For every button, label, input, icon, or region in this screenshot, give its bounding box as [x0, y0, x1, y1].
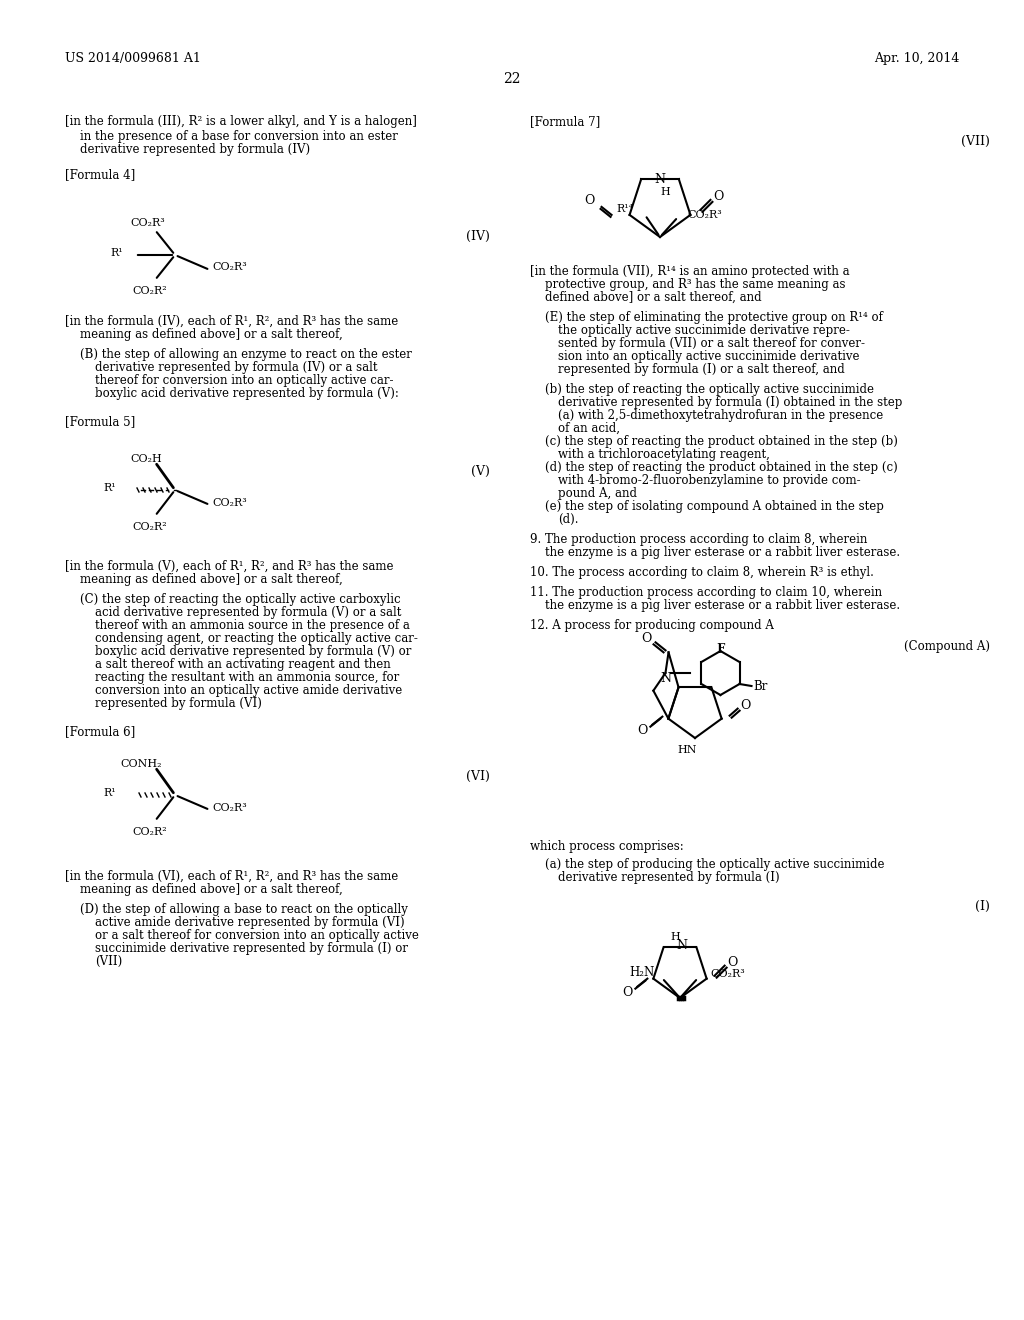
Text: (a) with 2,5-dimethoxytetrahydrofuran in the presence: (a) with 2,5-dimethoxytetrahydrofuran in…: [558, 409, 884, 422]
Text: derivative represented by formula (IV) or a salt: derivative represented by formula (IV) o…: [95, 360, 378, 374]
Text: Br: Br: [754, 680, 768, 693]
Text: O: O: [714, 190, 724, 203]
Text: 12. A process for producing compound A: 12. A process for producing compound A: [530, 619, 774, 632]
Text: Apr. 10, 2014: Apr. 10, 2014: [873, 51, 959, 65]
Text: protective group, and R³ has the same meaning as: protective group, and R³ has the same me…: [545, 279, 846, 290]
Text: (V): (V): [471, 465, 490, 478]
Text: O: O: [641, 632, 651, 645]
Text: N: N: [677, 939, 687, 952]
Text: H: H: [660, 187, 670, 197]
Text: reacting the resultant with an ammonia source, for: reacting the resultant with an ammonia s…: [95, 671, 399, 684]
Text: (VI): (VI): [466, 770, 490, 783]
Text: 22: 22: [503, 73, 521, 86]
Text: 10. The process according to claim 8, wherein R³ is ethyl.: 10. The process according to claim 8, wh…: [530, 566, 873, 579]
Text: (a) the step of producing the optically active succinimide: (a) the step of producing the optically …: [545, 858, 885, 871]
Text: 11. The production process according to claim 10, wherein: 11. The production process according to …: [530, 586, 882, 599]
Text: (d) the step of reacting the product obtained in the step (c): (d) the step of reacting the product obt…: [545, 461, 898, 474]
Text: derivative represented by formula (I) obtained in the step: derivative represented by formula (I) ob…: [558, 396, 902, 409]
Text: [Formula 6]: [Formula 6]: [65, 725, 135, 738]
Text: [in the formula (IV), each of R¹, R², and R³ has the same: [in the formula (IV), each of R¹, R², an…: [65, 315, 398, 327]
Text: CO₂R²: CO₂R²: [132, 521, 167, 532]
Text: the enzyme is a pig liver esterase or a rabbit liver esterase.: the enzyme is a pig liver esterase or a …: [545, 599, 900, 612]
Text: H₂N: H₂N: [630, 965, 654, 978]
Text: meaning as defined above] or a salt thereof,: meaning as defined above] or a salt ther…: [80, 573, 343, 586]
Text: (E) the step of eliminating the protective group on R¹⁴ of: (E) the step of eliminating the protecti…: [545, 312, 883, 323]
Text: HN: HN: [677, 744, 696, 755]
Text: (B) the step of allowing an enzyme to react on the ester: (B) the step of allowing an enzyme to re…: [80, 348, 412, 360]
Text: R¹⁴: R¹⁴: [616, 205, 634, 214]
Text: CO₂R³: CO₂R³: [212, 261, 247, 272]
Text: meaning as defined above] or a salt thereof,: meaning as defined above] or a salt ther…: [80, 883, 343, 896]
Text: (d).: (d).: [558, 513, 579, 525]
Text: (VII): (VII): [962, 135, 990, 148]
Text: thereof with an ammonia source in the presence of a: thereof with an ammonia source in the pr…: [95, 619, 410, 632]
Text: H: H: [670, 932, 680, 942]
Text: CO₂R³: CO₂R³: [130, 218, 165, 228]
Text: sion into an optically active succinimide derivative: sion into an optically active succinimid…: [558, 350, 859, 363]
Text: with a trichloroacetylating reagent,: with a trichloroacetylating reagent,: [558, 447, 770, 461]
Text: N: N: [654, 173, 666, 186]
Text: CO₂R²: CO₂R²: [132, 286, 167, 296]
Text: defined above] or a salt thereof, and: defined above] or a salt thereof, and: [545, 290, 762, 304]
Text: CO₂R³: CO₂R³: [212, 498, 247, 508]
Text: CO₂R³: CO₂R³: [711, 969, 745, 979]
Text: of an acid,: of an acid,: [558, 422, 620, 436]
Text: (D) the step of allowing a base to react on the optically: (D) the step of allowing a base to react…: [80, 903, 408, 916]
Text: 9. The production process according to claim 8, wherein: 9. The production process according to c…: [530, 533, 867, 546]
Text: CO₂R³: CO₂R³: [212, 803, 247, 813]
Text: [in the formula (V), each of R¹, R², and R³ has the same: [in the formula (V), each of R¹, R², and…: [65, 560, 393, 573]
Text: the optically active succinimide derivative repre-: the optically active succinimide derivat…: [558, 323, 850, 337]
Text: [in the formula (III), R² is a lower alkyl, and Y is a halogen]: [in the formula (III), R² is a lower alk…: [65, 115, 417, 128]
Text: O: O: [623, 986, 633, 999]
Text: [in the formula (VII), R¹⁴ is an amino protected with a: [in the formula (VII), R¹⁴ is an amino p…: [530, 265, 850, 279]
Text: CO₂R²: CO₂R²: [132, 828, 167, 837]
Text: [Formula 5]: [Formula 5]: [65, 414, 135, 428]
Text: the enzyme is a pig liver esterase or a rabbit liver esterase.: the enzyme is a pig liver esterase or a …: [545, 546, 900, 558]
Text: derivative represented by formula (IV): derivative represented by formula (IV): [80, 143, 310, 156]
Text: acid derivative represented by formula (V) or a salt: acid derivative represented by formula (…: [95, 606, 401, 619]
Text: in the presence of a base for conversion into an ester: in the presence of a base for conversion…: [80, 129, 398, 143]
Text: derivative represented by formula (I): derivative represented by formula (I): [558, 871, 779, 884]
Text: [in the formula (VI), each of R¹, R², and R³ has the same: [in the formula (VI), each of R¹, R², an…: [65, 870, 398, 883]
Text: [Formula 4]: [Formula 4]: [65, 168, 135, 181]
Text: boxylic acid derivative represented by formula (V) or: boxylic acid derivative represented by f…: [95, 645, 412, 657]
Text: a salt thereof with an activating reagent and then: a salt thereof with an activating reagen…: [95, 657, 391, 671]
Text: CO₂R³: CO₂R³: [688, 210, 722, 220]
Text: (Compound A): (Compound A): [904, 640, 990, 653]
Text: CONH₂: CONH₂: [120, 759, 162, 770]
Text: meaning as defined above] or a salt thereof,: meaning as defined above] or a salt ther…: [80, 327, 343, 341]
Text: (e) the step of isolating compound A obtained in the step: (e) the step of isolating compound A obt…: [545, 500, 884, 513]
Text: R¹: R¹: [103, 483, 116, 492]
Text: (C) the step of reacting the optically active carboxylic: (C) the step of reacting the optically a…: [80, 593, 400, 606]
Text: N: N: [659, 672, 671, 685]
Text: R¹: R¹: [110, 248, 123, 257]
Text: pound A, and: pound A, and: [558, 487, 637, 500]
Text: condensing agent, or reacting the optically active car-: condensing agent, or reacting the optica…: [95, 632, 418, 645]
Text: [Formula 7]: [Formula 7]: [530, 115, 600, 128]
Text: with 4-bromo-2-fluorobenzylamine to provide com-: with 4-bromo-2-fluorobenzylamine to prov…: [558, 474, 860, 487]
Text: (c) the step of reacting the product obtained in the step (b): (c) the step of reacting the product obt…: [545, 436, 898, 447]
Text: R¹: R¹: [103, 788, 116, 799]
Text: US 2014/0099681 A1: US 2014/0099681 A1: [65, 51, 201, 65]
Text: represented by formula (VI): represented by formula (VI): [95, 697, 262, 710]
Text: which process comprises:: which process comprises:: [530, 840, 684, 853]
Text: O: O: [585, 194, 595, 207]
Text: O: O: [727, 956, 738, 969]
Text: represented by formula (I) or a salt thereof, and: represented by formula (I) or a salt the…: [558, 363, 845, 376]
Text: (I): (I): [975, 900, 990, 913]
Text: (VII): (VII): [95, 954, 122, 968]
Text: (IV): (IV): [466, 230, 490, 243]
Text: sented by formula (VII) or a salt thereof for conver-: sented by formula (VII) or a salt thereo…: [558, 337, 865, 350]
Text: F: F: [716, 643, 725, 656]
Text: thereof for conversion into an optically active car-: thereof for conversion into an optically…: [95, 374, 393, 387]
Text: (b) the step of reacting the optically active succinimide: (b) the step of reacting the optically a…: [545, 383, 874, 396]
Text: boxylic acid derivative represented by formula (V):: boxylic acid derivative represented by f…: [95, 387, 399, 400]
Text: active amide derivative represented by formula (VI): active amide derivative represented by f…: [95, 916, 404, 929]
Text: CO₂H: CO₂H: [130, 454, 162, 465]
Text: O: O: [637, 725, 647, 737]
Text: O: O: [740, 700, 751, 713]
Text: succinimide derivative represented by formula (I) or: succinimide derivative represented by fo…: [95, 942, 408, 954]
Text: or a salt thereof for conversion into an optically active: or a salt thereof for conversion into an…: [95, 929, 419, 942]
Text: conversion into an optically active amide derivative: conversion into an optically active amid…: [95, 684, 402, 697]
